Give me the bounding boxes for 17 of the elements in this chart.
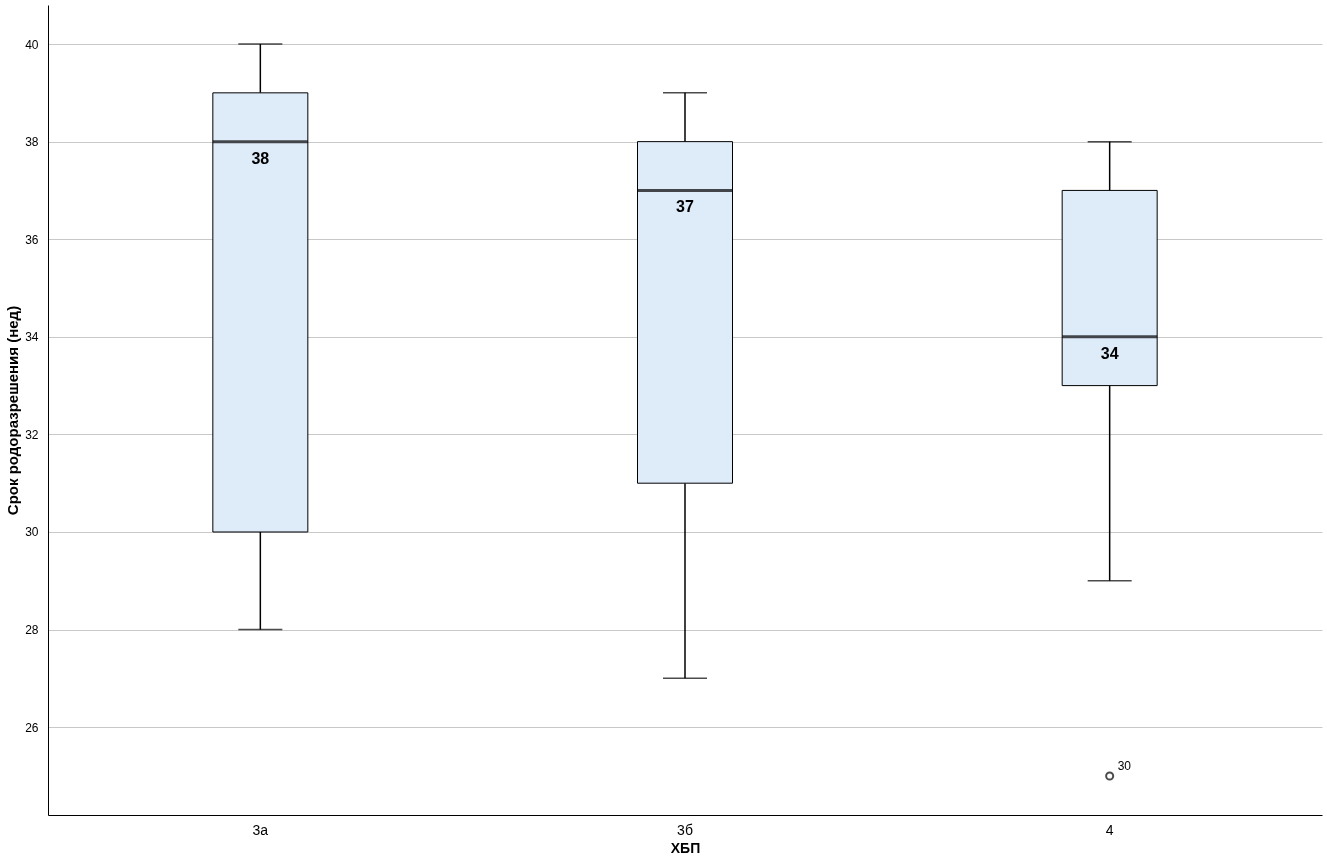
y-tick-label: 36	[25, 232, 39, 247]
annotation: 30	[1117, 758, 1132, 773]
y-tick-label: 30	[25, 525, 39, 540]
x-axis-title: ХБП	[670, 839, 701, 856]
y-tick-label: 32	[25, 427, 39, 442]
text: 38	[251, 149, 270, 167]
x-tick-label: 4	[1105, 821, 1114, 838]
y-tick-label: 26	[25, 720, 39, 735]
y-tick-label: 38	[25, 135, 39, 150]
text: 37	[676, 198, 694, 216]
y-tick-label: 28	[25, 623, 39, 638]
y-axis-title: Срок родоразрешения (нед)	[4, 305, 22, 516]
x-tick-label: 3а	[252, 821, 269, 838]
y-tick-label: 34	[25, 330, 39, 345]
text: 34	[1100, 344, 1119, 362]
x-tick-label: 3б	[677, 821, 693, 838]
y-tick-label: 40	[25, 37, 39, 52]
